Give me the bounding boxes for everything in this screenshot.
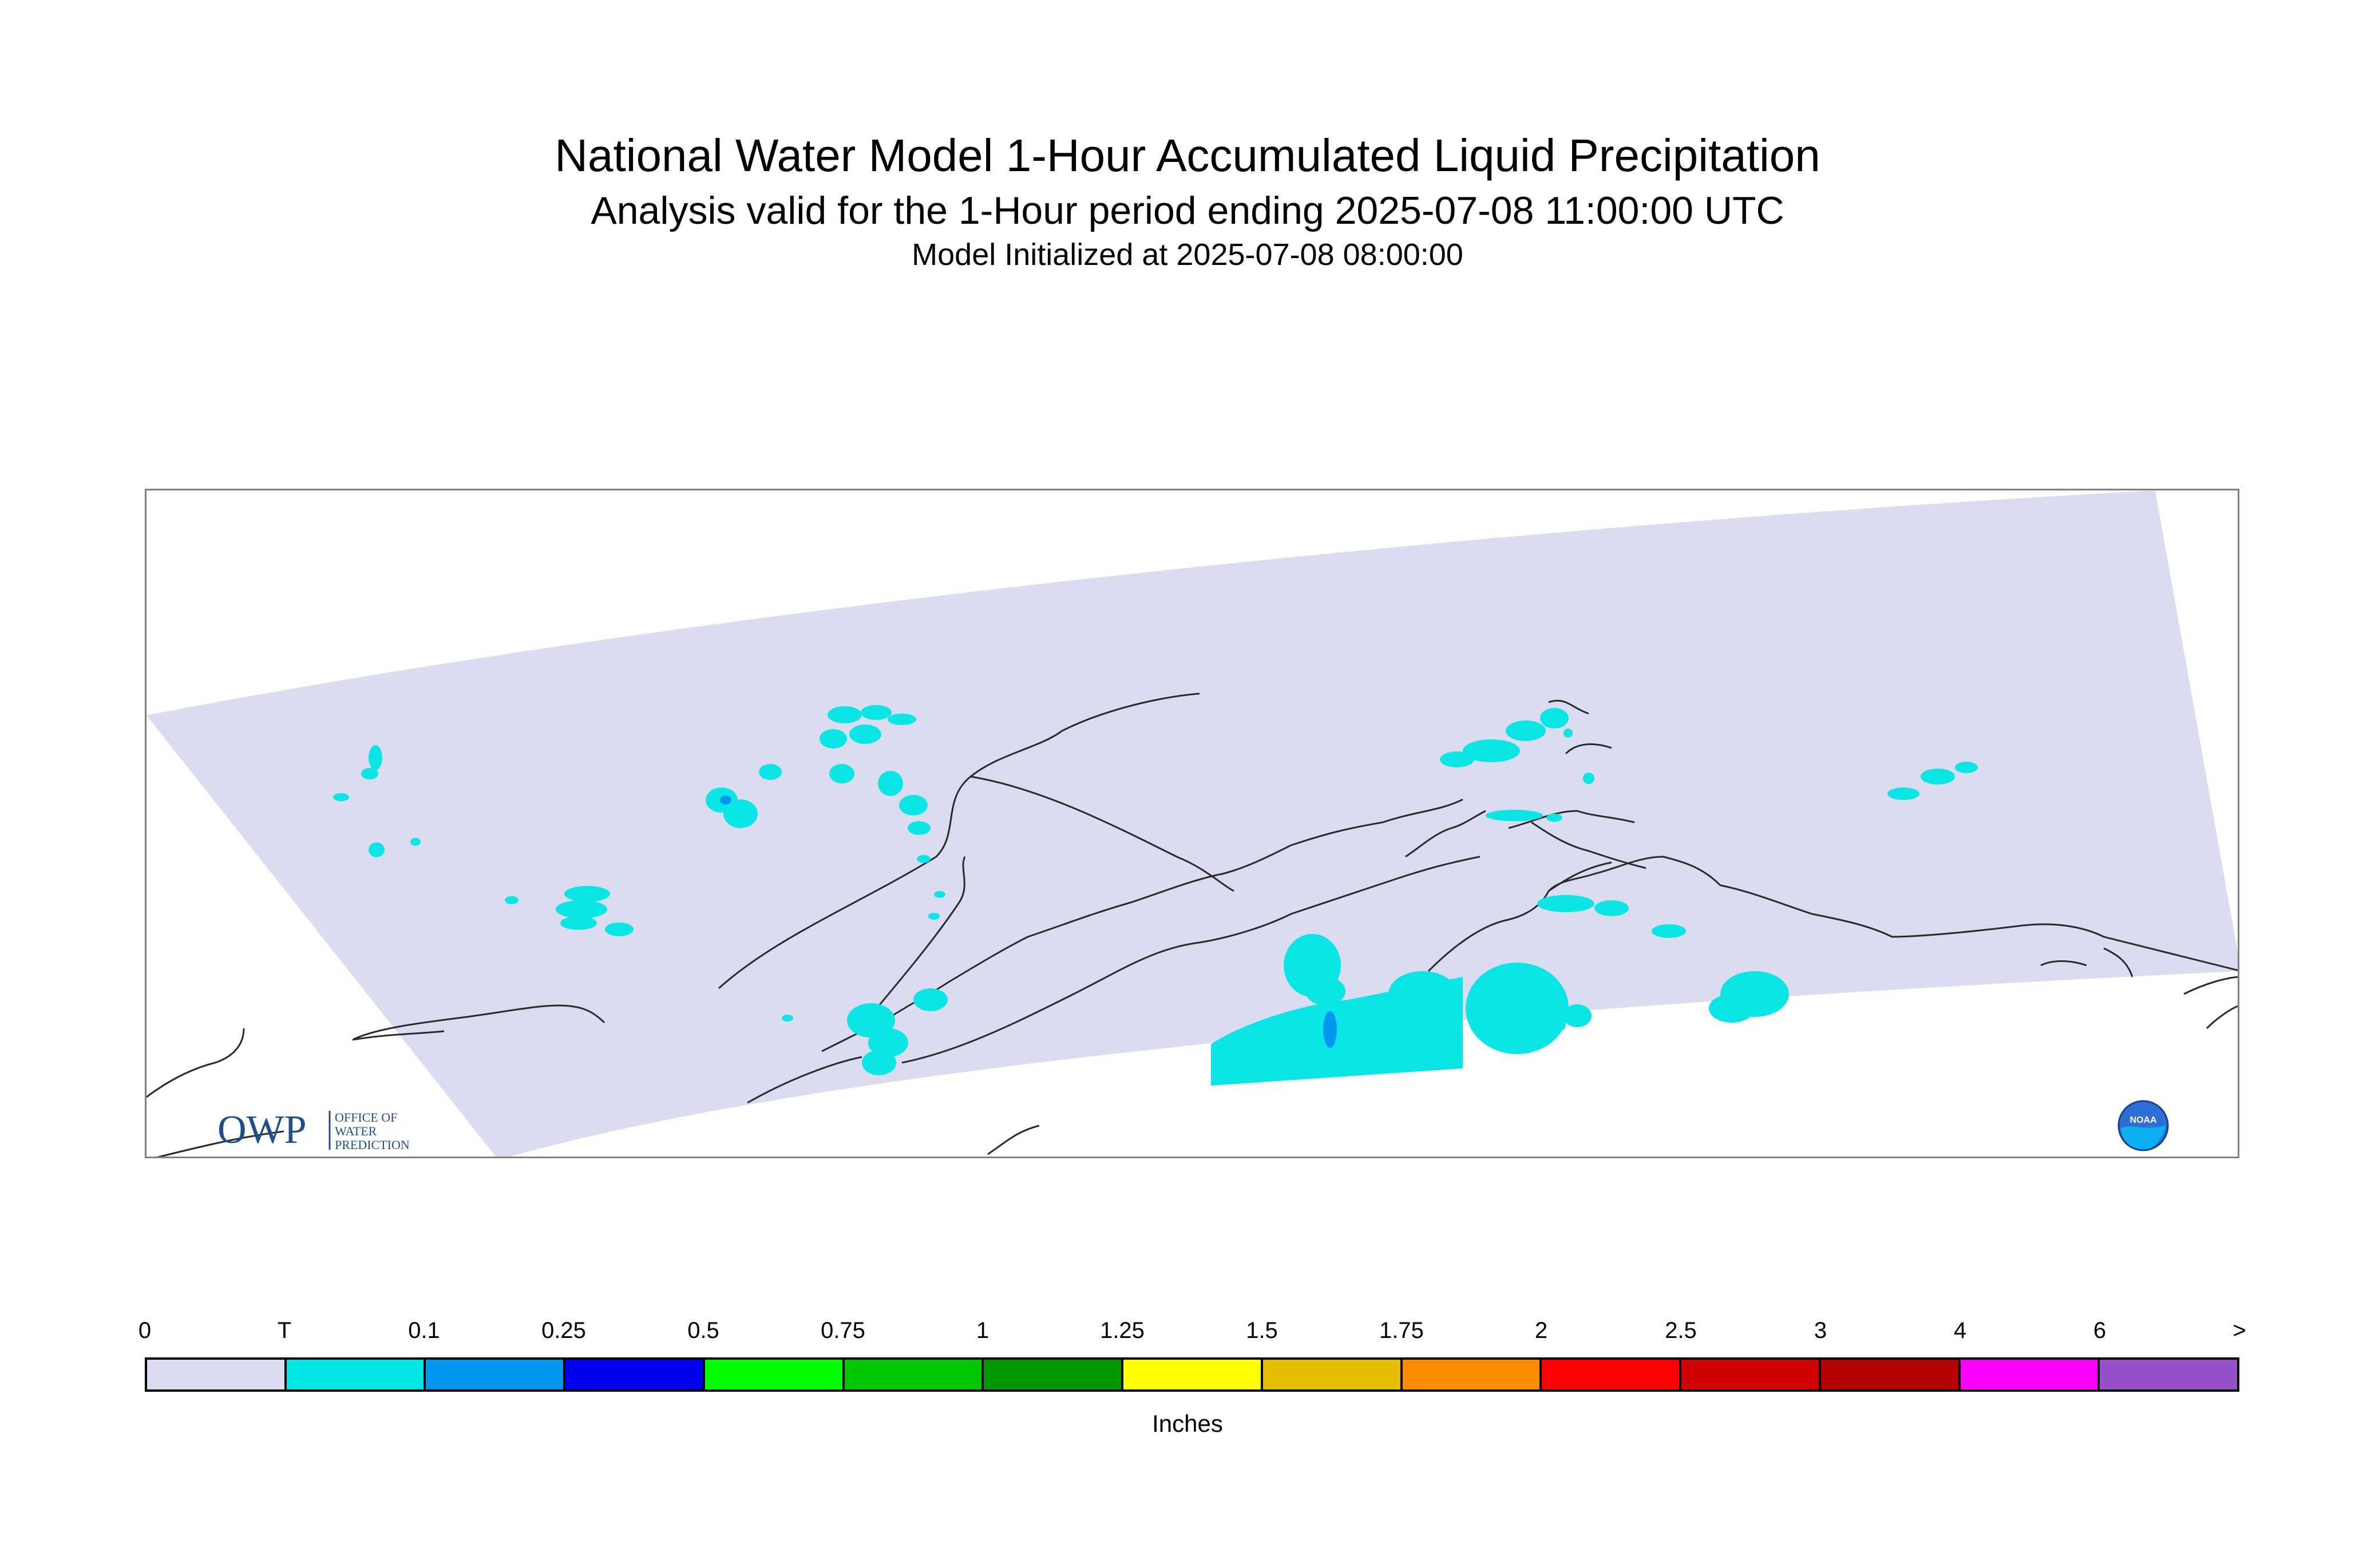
colorbar-tick-label: 0.75 <box>821 1318 865 1343</box>
colorbar-tick-label: 0 <box>138 1318 152 1343</box>
owp-logo: OWP OFFICE OF WATER PREDICTION <box>217 1107 423 1153</box>
colorbar-bin-10 <box>1542 1360 1682 1389</box>
colorbar-tick-label: 1.75 <box>1379 1318 1424 1343</box>
colorbar-tick-label: 3 <box>1814 1318 1827 1343</box>
precip-light-areas <box>720 795 1337 1048</box>
colorbar-bin-7 <box>1123 1360 1263 1389</box>
coastlines <box>147 692 2238 1157</box>
map-canvas <box>147 490 2238 1157</box>
colorbar-bin-8 <box>1262 1360 1403 1389</box>
precip-trace-areas <box>333 705 1978 1086</box>
colorbar-tick-label: 1.5 <box>1246 1318 1278 1343</box>
colorbar-bin-12 <box>1820 1360 1961 1389</box>
colorbar-bin-4 <box>704 1360 845 1389</box>
colorbar <box>145 1357 2239 1392</box>
owp-text-line-1: OFFICE OF <box>335 1110 397 1124</box>
owp-mark: OWP <box>217 1108 307 1152</box>
noaa-logo: NOAA <box>2117 1100 2169 1151</box>
colorbar-tick-label: 4 <box>1953 1318 1967 1343</box>
colorbar-tick-label: 2.5 <box>1665 1318 1697 1343</box>
colorbar-bin-1 <box>286 1360 426 1389</box>
map-title: National Water Model 1-Hour Accumulated … <box>555 130 1820 181</box>
colorbar-units-label: Inches <box>1152 1410 1223 1437</box>
colorbar-bin-3 <box>565 1360 705 1389</box>
precipitation-map <box>145 489 2239 1158</box>
owp-text-line-2: WATER <box>335 1124 377 1138</box>
colorbar-bin-13 <box>1960 1360 2100 1389</box>
colorbar-tick-label: 0.1 <box>408 1318 440 1343</box>
colorbar-bin-0 <box>147 1360 287 1389</box>
colorbar-tick-label: 6 <box>2093 1318 2107 1343</box>
colorbar-tick-label: 2 <box>1534 1318 1548 1343</box>
colorbar-bin-2 <box>426 1360 566 1389</box>
colorbar-bin-5 <box>844 1360 984 1389</box>
colorbar-tick-label: 1.25 <box>1100 1318 1145 1343</box>
colorbar-tick-label: > <box>2232 1318 2246 1343</box>
colorbar-bin-9 <box>1402 1360 1542 1389</box>
noaa-text: NOAA <box>2129 1115 2157 1125</box>
model-init-time: Model Initialized at 2025-07-08 08:00:00 <box>912 237 1463 272</box>
colorbar-bin-14 <box>2100 1360 2238 1389</box>
colorbar-tick-label: T <box>277 1318 292 1343</box>
colorbar-bin-6 <box>984 1360 1124 1389</box>
map-subtitle: Analysis valid for the 1-Hour period end… <box>591 189 1784 232</box>
colorbar-tick-label: 1 <box>976 1318 989 1343</box>
colorbar-tick-label: 0.25 <box>541 1318 586 1343</box>
colorbar-tick-label: 0.5 <box>687 1318 719 1343</box>
model-domain <box>147 490 2238 1157</box>
owp-text-line-3: PREDICTION <box>335 1138 410 1152</box>
colorbar-bin-11 <box>1681 1360 1821 1389</box>
